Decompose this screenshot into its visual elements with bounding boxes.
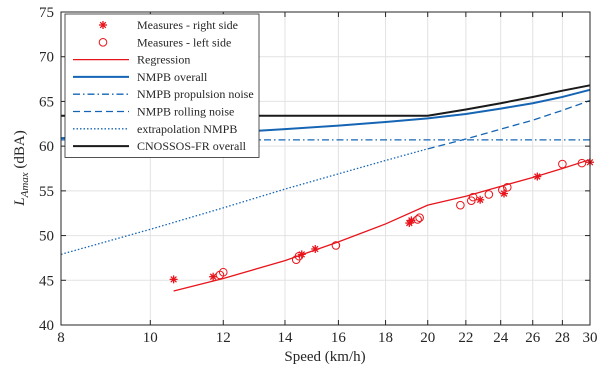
x-axis-label: Speed (km/h): [284, 349, 365, 365]
legend-item-nmpb-overall: NMPB overall: [73, 70, 208, 84]
x-tick-label: 12: [216, 330, 231, 346]
legend-item-cnossos-fr-overall: CNOSSOS-FR overall: [73, 139, 247, 153]
legend: Measures - right side Measures - left sid…: [64, 13, 260, 158]
legend-label: extrapolation NMPB: [137, 122, 237, 136]
y-tick-label: 55: [39, 184, 54, 200]
point-measures-right-side: [209, 272, 218, 281]
legend-marker: [98, 38, 108, 47]
asterisk-stroke: [298, 251, 306, 258]
point-measures-left-side: [294, 251, 304, 261]
point-measures-right-side: [533, 172, 542, 181]
point-measures-right-side: [311, 244, 320, 253]
legend-item-regression: Regression: [73, 53, 190, 67]
series-line-nmpb-rolling-noise: [427, 99, 591, 150]
point-measures-left-side: [503, 182, 512, 192]
x-tick-label: 8: [57, 330, 65, 346]
legend-item-nmpb-propulsion-noise: NMPB propulsion noise: [73, 87, 254, 101]
point-measures-left-side: [413, 215, 422, 224]
legend-box: [64, 13, 260, 158]
asterisk-stroke: [534, 173, 541, 180]
x-tick-label: 16: [331, 330, 347, 346]
series-line-cnossos-fr-overall: [61, 84, 591, 117]
x-tick-label: 30: [583, 330, 598, 346]
legend-item-nmpb-rolling-noise: NMPB rolling noise: [73, 105, 234, 119]
legend-label: CNOSSOS-FR overall: [137, 139, 247, 153]
y-tick-label: 70: [39, 50, 54, 66]
y-axis-label-unit: (dBA): [12, 130, 28, 172]
y-tick-label: 50: [39, 229, 54, 245]
series-line-regression: [173, 158, 591, 292]
point-measures-left-side: [468, 192, 478, 202]
x-tick-label: 18: [378, 330, 393, 346]
point-measures-left-side: [484, 190, 494, 199]
legend-label: NMPB propulsion noise: [137, 87, 254, 101]
legend-label: Measures - left side: [137, 35, 231, 49]
asterisk-stroke: [99, 21, 107, 29]
y-tick-label: 65: [39, 94, 54, 110]
legend-item-measures-right-side: Measures - right side: [99, 18, 238, 32]
y-axis-label-main: L: [12, 197, 28, 206]
asterisk-stroke: [311, 245, 319, 253]
legend-label: NMPB rolling noise: [137, 105, 234, 119]
asterisk-stroke: [209, 273, 217, 280]
point-measures-left-side: [415, 213, 424, 222]
point-measures-right-side: [169, 275, 178, 284]
legend-label: Measures - right side: [137, 18, 238, 32]
y-tick-label: 45: [39, 273, 54, 289]
asterisk-stroke: [408, 217, 415, 224]
legend-item-measures-left-side: Measures - left side: [98, 35, 231, 49]
point-measures-left-side: [218, 267, 228, 277]
legend-marker: [99, 21, 107, 29]
asterisk-stroke: [170, 276, 177, 283]
x-tick-label: 14: [277, 330, 293, 346]
series-line-extrapolation-nmpb: [60, 148, 428, 255]
axis-ticks: 8 10 12 14 16 18 20 22 24 26 28 30 40 45 50 55 60 65 70 75: [39, 5, 598, 346]
legend-label: NMPB overall: [137, 70, 208, 84]
x-tick-label: 28: [555, 330, 570, 346]
point-measures-left-side: [498, 185, 507, 195]
asterisk-stroke: [476, 196, 484, 204]
legend-label: Regression: [137, 53, 190, 67]
y-axis-label: LAmax (dBA): [12, 130, 31, 206]
point-measures-left-side: [558, 159, 567, 169]
point-measures-left-side: [331, 241, 341, 250]
point-measures-left-side: [456, 200, 465, 210]
y-axis-label-subscript: Amax: [19, 172, 31, 198]
legend-item-extrapolation-nmpb: extrapolation NMPB: [73, 122, 237, 136]
x-tick-label: 26: [525, 330, 541, 346]
x-tick-label: 20: [420, 330, 435, 346]
x-tick-label: 10: [143, 330, 158, 346]
point-measures-right-side: [476, 195, 485, 204]
x-tick-label: 22: [458, 330, 473, 346]
y-tick-label: 60: [39, 139, 54, 155]
x-tick-label: 24: [493, 330, 509, 346]
plot-frame: [60, 11, 591, 326]
y-tick-label: 40: [39, 318, 54, 334]
point-measures-left-side: [577, 158, 587, 168]
y-tick-label: 75: [39, 5, 54, 21]
